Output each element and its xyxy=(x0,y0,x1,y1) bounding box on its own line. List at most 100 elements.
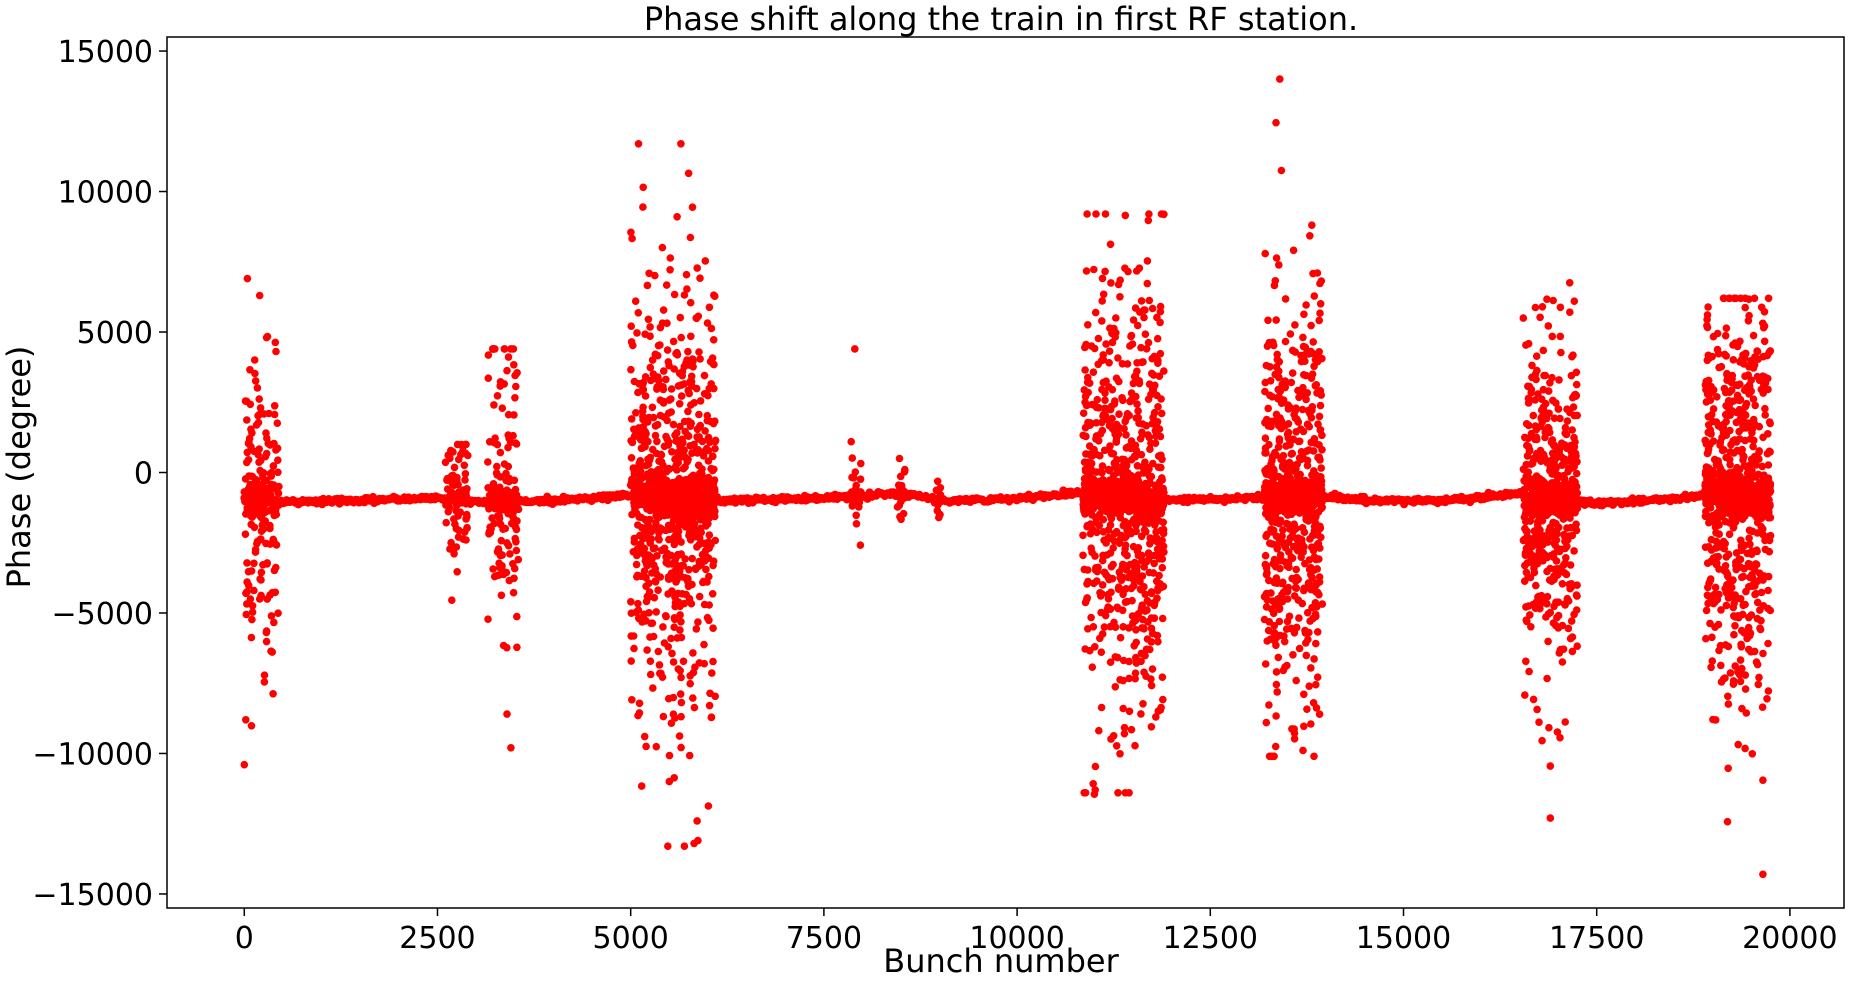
data-point xyxy=(1264,422,1273,430)
data-point xyxy=(1091,762,1100,771)
data-point xyxy=(637,782,646,790)
data-point xyxy=(1083,210,1091,218)
data-point xyxy=(1300,722,1308,731)
data-point xyxy=(627,322,635,331)
data-point xyxy=(665,575,674,583)
data-point xyxy=(701,492,709,501)
data-point xyxy=(1129,316,1138,324)
data-point xyxy=(1100,623,1109,631)
data-point xyxy=(1269,477,1277,486)
data-point xyxy=(1145,508,1154,517)
data-point xyxy=(1284,583,1293,592)
data-point xyxy=(1143,257,1152,265)
data-point xyxy=(1556,733,1564,742)
data-point xyxy=(512,491,521,499)
data-point xyxy=(1127,396,1136,404)
data-point xyxy=(503,486,511,495)
data-point xyxy=(1275,261,1283,269)
data-point xyxy=(933,477,942,486)
data-point xyxy=(1262,361,1271,370)
data-point xyxy=(1272,254,1281,262)
data-point xyxy=(1307,321,1315,330)
scatter-points xyxy=(240,75,1775,879)
data-point xyxy=(645,609,653,617)
data-point xyxy=(1311,439,1320,448)
data-point xyxy=(245,491,253,499)
data-point xyxy=(1317,277,1326,285)
data-point xyxy=(444,500,452,508)
data-point xyxy=(245,472,253,480)
data-point xyxy=(703,578,711,586)
data-point xyxy=(270,618,278,627)
data-point xyxy=(1152,713,1160,721)
data-point xyxy=(1523,617,1531,626)
data-point xyxy=(1096,589,1104,597)
data-point xyxy=(484,615,492,623)
data-point xyxy=(1138,481,1146,490)
data-point xyxy=(847,488,856,496)
data-point xyxy=(1295,393,1303,402)
data-point xyxy=(251,545,260,554)
data-point xyxy=(1079,500,1087,509)
data-point xyxy=(645,413,653,422)
data-point xyxy=(448,596,456,604)
data-point xyxy=(1316,500,1325,509)
data-point xyxy=(269,690,277,698)
data-point xyxy=(1141,330,1150,339)
data-point xyxy=(484,484,492,492)
data-point xyxy=(1317,464,1325,472)
data-point xyxy=(681,555,689,563)
data-point xyxy=(935,513,943,522)
data-point xyxy=(1561,718,1569,726)
data-point xyxy=(1102,377,1110,386)
data-point xyxy=(1307,374,1316,383)
data-point xyxy=(456,508,465,516)
data-point xyxy=(1091,643,1099,651)
data-point xyxy=(1087,544,1095,552)
data-point xyxy=(642,560,651,569)
data-point xyxy=(1085,442,1094,450)
data-point xyxy=(687,332,695,341)
data-point xyxy=(686,536,695,544)
data-point xyxy=(512,525,521,534)
data-point xyxy=(660,413,668,421)
data-point xyxy=(682,590,690,599)
data-point xyxy=(1312,639,1320,648)
data-point xyxy=(1091,566,1100,574)
data-point xyxy=(1098,297,1106,305)
data-point xyxy=(1119,461,1127,470)
data-point xyxy=(638,618,646,626)
data-point xyxy=(1300,528,1309,536)
data-point xyxy=(656,524,664,532)
data-point xyxy=(682,270,691,279)
data-point xyxy=(1145,296,1154,305)
data-point xyxy=(630,644,638,653)
data-point xyxy=(1294,596,1303,604)
data-point xyxy=(1088,492,1097,500)
data-point xyxy=(648,619,657,627)
data-point xyxy=(1134,407,1142,415)
data-point xyxy=(1125,657,1133,666)
data-point xyxy=(486,528,495,537)
data-point xyxy=(1261,660,1270,668)
data-point xyxy=(686,479,695,488)
data-point xyxy=(268,483,277,491)
data-point xyxy=(1156,580,1164,588)
data-point xyxy=(649,445,657,454)
data-point xyxy=(1316,387,1325,395)
data-point xyxy=(677,673,685,682)
data-point xyxy=(1268,528,1277,536)
data-point xyxy=(1311,554,1319,562)
data-point xyxy=(627,365,635,374)
data-point xyxy=(1160,210,1168,219)
data-point xyxy=(513,612,521,621)
data-point xyxy=(505,576,514,585)
data-point xyxy=(711,444,719,453)
data-point xyxy=(1105,359,1113,367)
data-point xyxy=(1159,695,1167,704)
data-point xyxy=(510,411,518,419)
data-point xyxy=(700,512,708,520)
data-point xyxy=(852,520,861,528)
data-point xyxy=(262,539,270,548)
data-point xyxy=(496,520,505,529)
